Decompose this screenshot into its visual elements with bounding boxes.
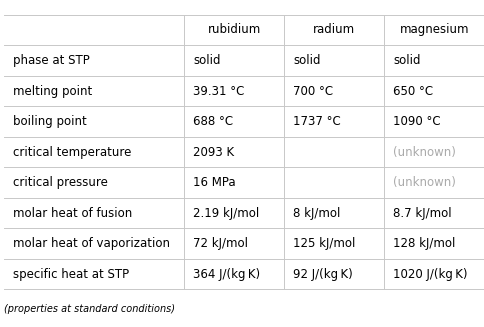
Text: molar heat of vaporization: molar heat of vaporization: [13, 237, 169, 250]
Text: 8 kJ/mol: 8 kJ/mol: [292, 207, 340, 220]
Text: 2.19 kJ/mol: 2.19 kJ/mol: [193, 207, 259, 220]
Text: critical pressure: critical pressure: [13, 176, 107, 189]
Text: critical temperature: critical temperature: [13, 146, 131, 159]
Text: (unknown): (unknown): [393, 176, 455, 189]
Text: 1737 °C: 1737 °C: [292, 115, 340, 128]
Text: 650 °C: 650 °C: [393, 84, 432, 97]
Text: magnesium: magnesium: [399, 24, 469, 37]
Text: 128 kJ/mol: 128 kJ/mol: [393, 237, 454, 250]
Text: 92 J/(kg K): 92 J/(kg K): [292, 267, 352, 281]
Text: molar heat of fusion: molar heat of fusion: [13, 207, 132, 220]
Text: 8.7 kJ/mol: 8.7 kJ/mol: [393, 207, 451, 220]
Text: melting point: melting point: [13, 84, 91, 97]
Text: radium: radium: [313, 24, 355, 37]
Text: 1020 J/(kg K): 1020 J/(kg K): [393, 267, 467, 281]
Text: 72 kJ/mol: 72 kJ/mol: [193, 237, 247, 250]
Text: solid: solid: [292, 54, 320, 67]
Text: phase at STP: phase at STP: [13, 54, 89, 67]
Text: boiling point: boiling point: [13, 115, 86, 128]
Text: 125 kJ/mol: 125 kJ/mol: [292, 237, 355, 250]
Text: solid: solid: [393, 54, 420, 67]
Text: 16 MPa: 16 MPa: [193, 176, 235, 189]
Text: 700 °C: 700 °C: [292, 84, 333, 97]
Text: specific heat at STP: specific heat at STP: [13, 267, 128, 281]
Text: (unknown): (unknown): [393, 146, 455, 159]
Text: 688 °C: 688 °C: [193, 115, 233, 128]
Text: 39.31 °C: 39.31 °C: [193, 84, 244, 97]
Text: 364 J/(kg K): 364 J/(kg K): [193, 267, 259, 281]
Text: rubidium: rubidium: [207, 24, 260, 37]
Text: (properties at standard conditions): (properties at standard conditions): [4, 304, 175, 314]
Text: solid: solid: [193, 54, 220, 67]
Text: 2093 K: 2093 K: [193, 146, 234, 159]
Text: 1090 °C: 1090 °C: [393, 115, 440, 128]
